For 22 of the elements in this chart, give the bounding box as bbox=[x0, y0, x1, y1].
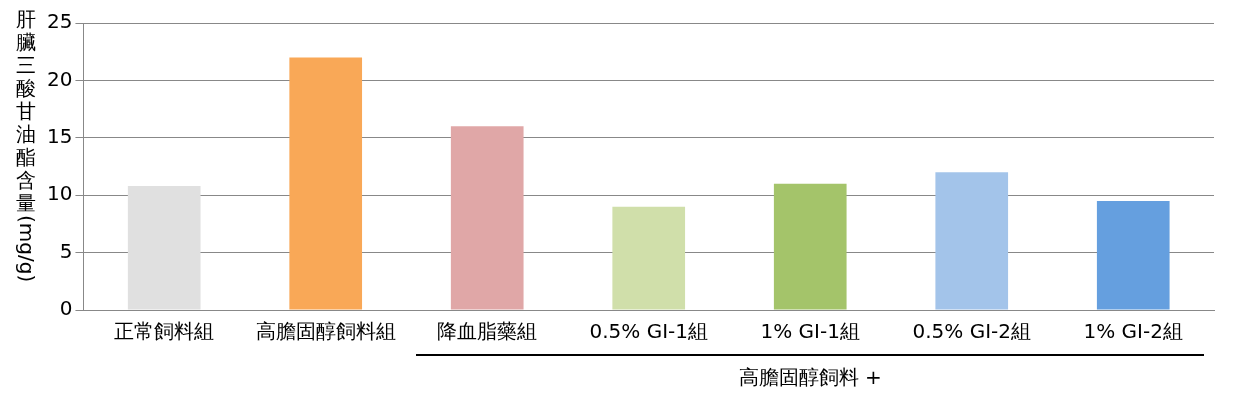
y-tick-label: 20 bbox=[47, 66, 73, 91]
x-tick-label: 正常飼料組 bbox=[114, 319, 215, 344]
bar bbox=[773, 183, 847, 310]
bar bbox=[289, 57, 363, 310]
bar bbox=[935, 172, 1009, 310]
x-tick-label: 0.5% GI-1組 bbox=[589, 319, 708, 344]
y-tick-label: 10 bbox=[47, 181, 73, 206]
x-tick-label: 0.5% GI-2組 bbox=[912, 319, 1031, 344]
x-tick-label: 1% GI-2組 bbox=[1083, 319, 1183, 344]
bar bbox=[127, 186, 201, 310]
bar bbox=[1096, 200, 1170, 310]
y-tick-label: 25 bbox=[47, 9, 73, 34]
y-tick-label: 0 bbox=[59, 296, 73, 321]
bar bbox=[612, 206, 686, 310]
y-tick-label: 15 bbox=[47, 124, 73, 148]
text: 高膽固醇飼料 + bbox=[737, 364, 883, 391]
x-tick-label: 降血脂藥組 bbox=[437, 319, 538, 344]
bar bbox=[450, 126, 524, 310]
x-tick-label: 高膽固醇飼料組 bbox=[255, 319, 396, 344]
text: 肝臟三酸甘油酯含量(mg/g) bbox=[14, 7, 39, 283]
y-tick-label: 5 bbox=[59, 238, 73, 263]
x-tick-label: 1% GI-1組 bbox=[760, 319, 860, 344]
